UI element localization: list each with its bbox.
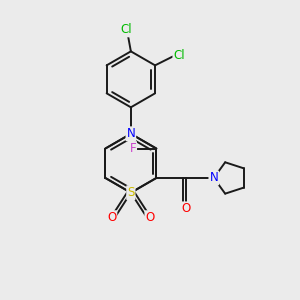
Text: O: O xyxy=(107,211,116,224)
Text: O: O xyxy=(181,202,190,215)
Text: F: F xyxy=(130,142,136,155)
Text: N: N xyxy=(127,127,135,140)
Text: S: S xyxy=(127,186,134,199)
Text: N: N xyxy=(209,172,218,184)
Text: Cl: Cl xyxy=(173,49,185,62)
Text: Cl: Cl xyxy=(121,23,132,36)
Text: O: O xyxy=(146,211,154,224)
